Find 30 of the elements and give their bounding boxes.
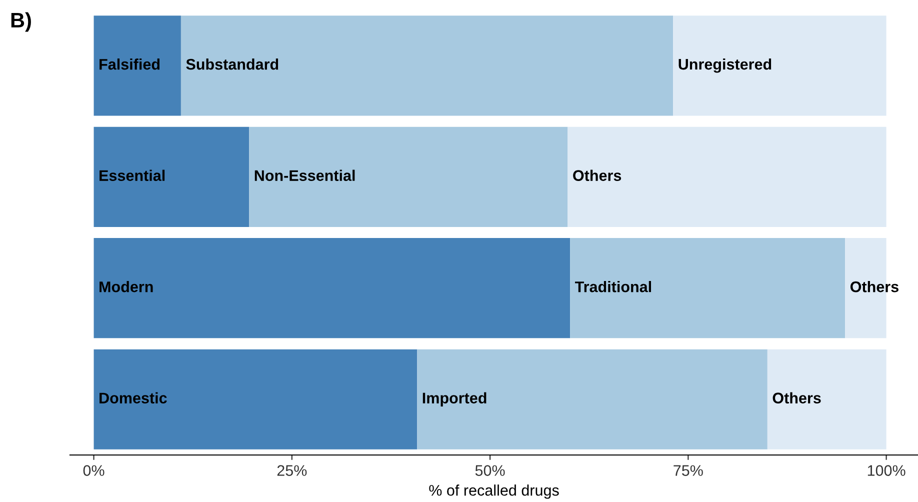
x-tick-label: 75%: [674, 465, 703, 476]
bar: [94, 16, 181, 116]
bar: [570, 238, 846, 338]
data-label: Non-Essential: [254, 170, 355, 181]
data-label: Others: [573, 170, 622, 181]
data-label: Others: [850, 281, 898, 292]
x-tick-label: 25%: [277, 465, 307, 476]
data-label: Falsified: [100, 58, 160, 70]
bar: [94, 349, 418, 450]
chart-title: B): [11, 12, 31, 32]
bar: [673, 16, 886, 116]
x-axis-title: % of recalled drugs: [429, 484, 559, 499]
bar: [249, 126, 568, 227]
data-label: Substandard: [186, 58, 278, 70]
bar: [94, 126, 250, 227]
data-label: Domestic: [100, 392, 167, 404]
bar: [94, 238, 570, 338]
x-tick-label: 0%: [83, 465, 104, 476]
data-label: Essential: [100, 170, 165, 181]
bar: [767, 349, 886, 450]
data-label: Others: [772, 392, 821, 404]
bar: [417, 349, 768, 450]
x-tick-label: 100%: [868, 465, 906, 476]
data-label: Imported: [422, 392, 486, 406]
data-label: Unregistered: [678, 58, 772, 73]
data-label: Modern: [100, 281, 153, 292]
bar: [180, 16, 674, 116]
x-tick-label: 50%: [475, 465, 505, 476]
data-label: Traditional: [575, 281, 652, 292]
bar: [568, 126, 886, 227]
